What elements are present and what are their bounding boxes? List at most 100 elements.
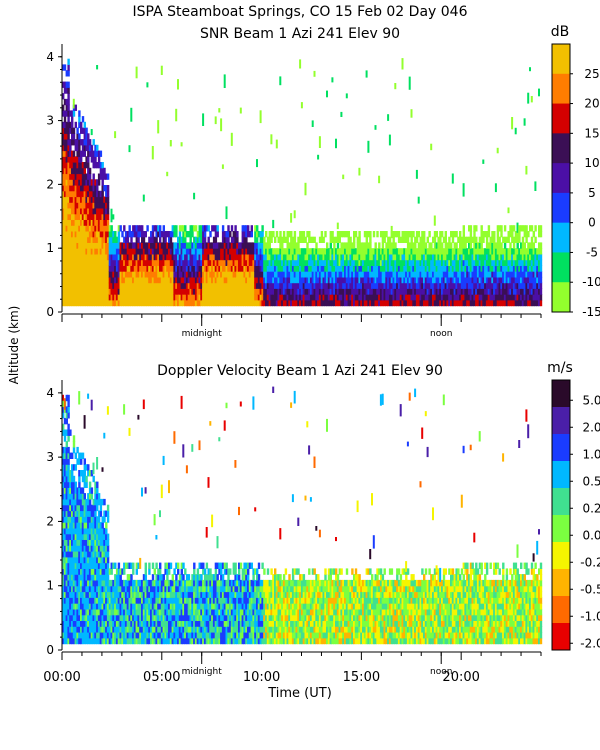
heatmap-cell bbox=[106, 597, 110, 604]
heatmap-cell bbox=[74, 493, 77, 500]
heatmap-cell bbox=[351, 248, 354, 255]
heatmap-cell bbox=[63, 190, 67, 198]
heatmap-cell bbox=[97, 213, 101, 220]
heatmap-cell bbox=[295, 288, 298, 295]
heatmap-cell bbox=[115, 242, 119, 249]
heatmap-cell bbox=[97, 539, 101, 546]
heatmap-cell bbox=[230, 276, 234, 284]
heatmap-cell bbox=[182, 259, 185, 266]
heatmap-cell bbox=[193, 248, 196, 255]
heatmap-cell bbox=[130, 265, 133, 272]
heatmap-cell bbox=[65, 231, 68, 238]
heatmap-cell bbox=[379, 294, 383, 301]
heatmap-cell bbox=[473, 236, 476, 243]
heatmap-cell bbox=[309, 276, 313, 284]
heatmap-cell bbox=[381, 236, 385, 243]
heatmap-cell bbox=[128, 288, 131, 295]
heatmap-cell bbox=[266, 288, 270, 295]
heatmap-cell bbox=[455, 299, 458, 307]
heatmap-cell bbox=[311, 236, 315, 243]
heatmap-cell bbox=[106, 208, 110, 215]
heatmap-cell bbox=[85, 614, 88, 621]
heatmap-cell bbox=[62, 637, 65, 645]
heatmap-cell bbox=[410, 236, 413, 243]
heatmap-cell bbox=[67, 127, 70, 134]
heatmap-cell bbox=[450, 271, 453, 278]
heatmap-cell bbox=[72, 516, 76, 523]
heatmap-cell bbox=[148, 265, 151, 272]
heatmap-cell bbox=[63, 603, 67, 610]
heatmap-cell bbox=[94, 522, 97, 529]
heatmap-cell bbox=[459, 259, 462, 266]
heatmap-cell bbox=[327, 248, 331, 255]
heatmap-cell bbox=[96, 608, 99, 616]
heatmap-cell bbox=[117, 248, 121, 255]
heatmap-cell bbox=[309, 253, 313, 261]
heatmap-cell bbox=[460, 242, 464, 249]
heatmap-cell bbox=[128, 231, 131, 238]
heatmap-cell bbox=[469, 225, 473, 232]
heatmap-cell bbox=[106, 614, 110, 621]
heatmap-cell bbox=[263, 253, 266, 261]
heatmap-cell bbox=[365, 271, 368, 278]
heatmap-cell bbox=[274, 259, 277, 266]
heatmap-cell bbox=[387, 259, 390, 266]
heatmap-cell bbox=[175, 253, 178, 261]
heatmap-cell bbox=[421, 299, 424, 307]
heatmap-cell bbox=[433, 248, 437, 255]
heatmap-cell bbox=[99, 574, 103, 581]
heatmap-cell bbox=[406, 282, 410, 289]
heatmap-cell bbox=[295, 265, 298, 272]
heatmap-cell bbox=[85, 156, 88, 163]
heatmap-cell bbox=[230, 288, 234, 295]
heatmap-cell bbox=[494, 265, 498, 272]
heatmap-cell bbox=[106, 545, 110, 552]
heatmap-cell bbox=[421, 282, 424, 289]
heatmap-cell bbox=[67, 236, 70, 243]
heatmap-cell bbox=[360, 288, 363, 295]
heatmap-cell bbox=[257, 231, 261, 238]
heatmap-cell bbox=[410, 276, 413, 284]
heatmap-cell bbox=[81, 150, 85, 157]
heatmap-cell bbox=[85, 481, 88, 488]
heatmap-cell bbox=[78, 196, 81, 203]
heatmap-cell bbox=[63, 173, 67, 180]
heatmap-cell bbox=[115, 265, 119, 272]
heatmap-cell bbox=[338, 299, 341, 307]
heatmap-cell bbox=[81, 282, 85, 289]
heatmap-cell bbox=[460, 271, 464, 278]
heatmap-cell bbox=[80, 458, 83, 465]
heatmap-speckle bbox=[83, 415, 86, 429]
heatmap-cell bbox=[507, 282, 510, 289]
heatmap-cell bbox=[412, 271, 415, 278]
heatmap-cell bbox=[132, 294, 135, 301]
heatmap-cell bbox=[327, 276, 331, 284]
heatmap-cell bbox=[315, 271, 318, 278]
heatmap-cell bbox=[214, 259, 218, 266]
heatmap-cell bbox=[248, 294, 252, 301]
heatmap-cell bbox=[494, 288, 498, 295]
heatmap-cell bbox=[96, 533, 99, 540]
heatmap-cell bbox=[401, 299, 404, 307]
heatmap-cell bbox=[85, 527, 88, 535]
heatmap-cell bbox=[63, 213, 67, 220]
heatmap-cell bbox=[435, 259, 438, 266]
heatmap-cell bbox=[69, 562, 72, 569]
heatmap-cell bbox=[87, 242, 90, 249]
heatmap-cell bbox=[76, 127, 79, 134]
heatmap-cell bbox=[90, 545, 94, 552]
heatmap-cell bbox=[162, 265, 165, 272]
heatmap-cell bbox=[335, 276, 338, 284]
heatmap-cell bbox=[320, 294, 324, 301]
heatmap-cell bbox=[171, 282, 174, 289]
heatmap-cell bbox=[335, 294, 338, 301]
heatmap-cell bbox=[69, 185, 72, 192]
heatmap-cell bbox=[229, 242, 232, 249]
heatmap-cell bbox=[209, 294, 212, 301]
heatmap-cell bbox=[326, 253, 329, 261]
heatmap-cell bbox=[62, 458, 65, 465]
heatmap-cell bbox=[71, 299, 74, 307]
heatmap-cell bbox=[117, 632, 121, 639]
heatmap-cell bbox=[108, 225, 112, 232]
heatmap-cell bbox=[76, 231, 79, 238]
